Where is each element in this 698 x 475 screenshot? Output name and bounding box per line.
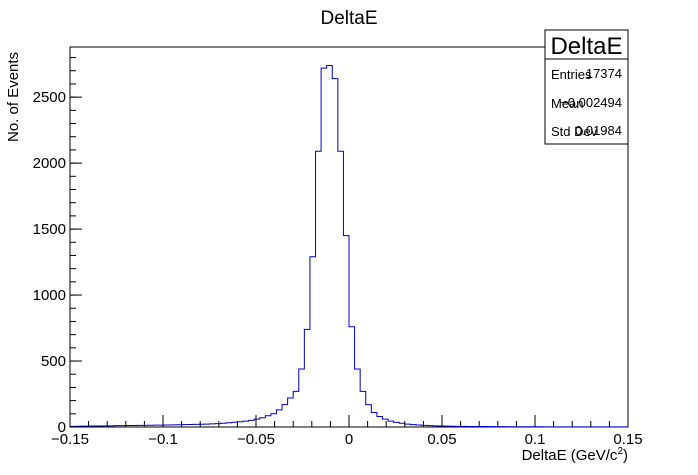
stats-entries-value: 17374 [586,66,622,81]
stats-entries-label: Entries [551,67,592,82]
stats-box-title: DeltaE [550,33,622,60]
stats-stddev-label: Std Dev [551,124,598,139]
x-tick-label: −0.1 [148,431,178,448]
stats-mean-value: −0.002494 [560,95,622,110]
x-axis-title-superscript: 2 [617,446,623,457]
y-tick-label: 2000 [33,155,66,172]
stats-stddev-value: 0.01984 [575,123,622,138]
y-tick-label: 1000 [33,287,66,304]
stats-box: DeltaE Entries 17374 Mean −0.002494 Std … [544,29,629,145]
x-axis-title: DeltaE (GeV/c2) [522,446,628,464]
y-tick-label: 0 [58,419,66,436]
stats-box-frame [544,29,629,145]
histogram-layer [70,64,628,428]
x-axis-title-main: DeltaE (GeV/c [522,447,618,464]
histogram-outline [70,64,628,428]
chart-title: DeltaE [320,8,377,29]
y-tick-label: 2500 [33,89,66,106]
stats-mean-label: Mean [551,96,584,111]
y-tick-label: 500 [41,353,66,370]
y-tick-label: 1500 [33,221,66,238]
x-axis-title-close: ) [623,447,628,464]
x-tick-label: 0.05 [427,431,456,448]
x-tick-label: −0.05 [237,431,275,448]
x-axis-ticks: −0.15 −0.1 −0.05 0 0.05 0.1 0.15 [51,415,643,448]
x-tick-label: 0.1 [525,431,546,448]
y-axis-ticks: 0 500 1000 1500 2000 2500 [33,57,82,436]
x-tick-label: 0 [345,431,353,448]
x-tick-label: −0.15 [51,431,89,448]
x-tick-label: 0.15 [613,431,642,448]
y-axis-title: No. of Events [5,52,22,142]
